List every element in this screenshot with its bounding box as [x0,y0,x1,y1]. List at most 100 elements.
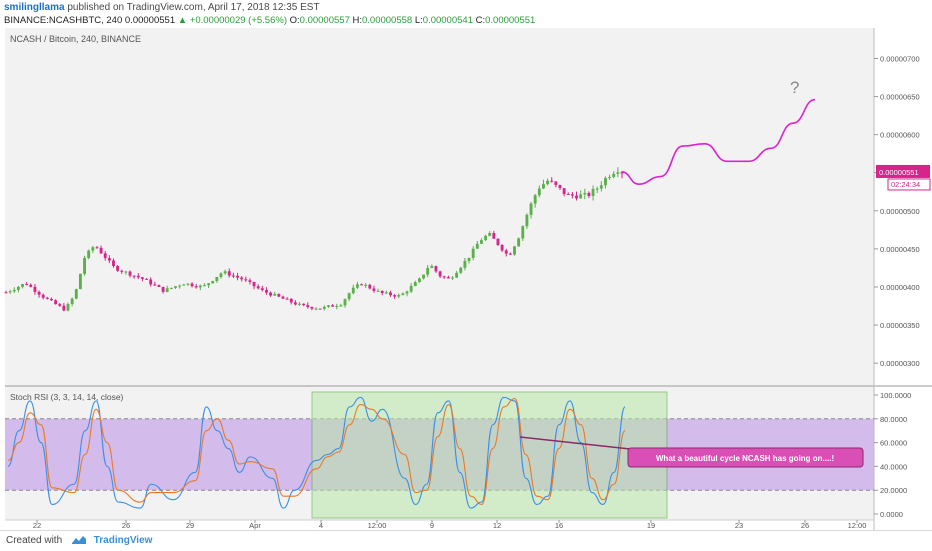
candle-body [479,240,483,244]
candle-body [244,279,248,281]
candle-body [178,285,182,287]
price-tick-label: 0.00000650 [880,93,920,102]
candle-body [45,297,49,299]
question-mark-annotation: ? [790,78,799,97]
candle-body [591,188,595,197]
stoch-tick-label: 80.0000 [880,415,907,424]
candle-body [570,194,574,196]
candle-body [165,288,169,292]
date-tick-label: 26 [122,521,130,530]
candle-body [306,305,310,308]
price-tick-label: 0.00000500 [880,207,920,216]
candle-body [285,298,289,300]
price-tick-label: 0.00000350 [880,321,920,330]
candle-body [289,298,293,303]
candle-body [401,293,405,296]
candle-body [136,275,140,278]
price-tick-label: 0.00000700 [880,54,920,63]
candle-body [252,281,256,287]
candle-body [517,238,521,247]
candle-body [542,184,545,189]
stoch-tick-label: 0.0000 [880,510,903,519]
candle-body [91,247,95,251]
date-tick-label: 4 [319,521,323,530]
candle-body [207,283,211,286]
candle-body [599,185,603,189]
candle-body [339,305,343,307]
candle-body [434,266,438,272]
stoch-tick-label: 60.0000 [880,439,907,448]
candle-body [508,253,512,255]
candle-body [211,280,215,284]
date-tick-label: 12:00 [848,521,867,530]
date-tick-label: 29 [186,521,194,530]
candle-body [132,275,136,277]
candle-body [343,299,347,306]
candle-body [562,188,566,194]
candle-body [587,192,591,197]
candle-body [293,302,297,305]
candle-body [575,195,578,199]
candle-body [120,270,124,272]
candle-body [616,172,620,174]
candle-body [579,194,583,199]
candle-body [298,303,301,305]
callout-text: What a beautiful cycle NCASH has going o… [656,454,834,463]
candle-body [463,260,467,268]
candle-body [471,248,475,258]
candle-body [438,271,442,277]
tradingview-brand[interactable]: TradingView [93,535,153,546]
candle-body [500,244,504,251]
callout-pointer [519,436,631,450]
candle-body [62,305,66,311]
candle-body [37,291,41,295]
candle-body [25,284,29,286]
candle-body [281,296,285,299]
candle-body [417,278,421,283]
candle-body [492,233,496,239]
price-tick-label: 0.00000600 [880,131,920,140]
candle-body [87,250,91,258]
projection-curve [621,98,816,185]
candle-body [318,308,322,310]
candle-body [504,250,508,254]
stoch-tick-label: 100.0000 [880,391,911,400]
ohlc-line: BINANCE:NCASHBTC, 240 0.00000551 ▲ +0.00… [4,15,535,26]
candle-body [525,214,529,227]
candle-body [41,294,45,298]
low-label: L: [414,15,423,26]
candle-body [393,295,397,297]
publish-line: smilingllama published on TradingView.co… [4,2,320,13]
candle-body [256,286,260,289]
candle-body [351,287,355,294]
candle-body [203,285,206,287]
footer: Created with TradingView [0,530,932,551]
candle-body [409,285,413,292]
price-pane-bg [5,28,874,386]
candle-body [513,246,516,255]
candle-body [347,293,351,300]
candle-body [58,304,62,306]
candle-body [124,271,128,273]
low-value: 0.00000541 [422,15,473,26]
candle-body [446,277,450,279]
candle-body [149,279,153,285]
candle-body [384,292,388,294]
candle-body [240,277,244,280]
candle-body [277,293,281,297]
change-text: ▲ +0.00000029 (+5.56%) [177,15,287,26]
high-value: 0.00000558 [362,15,413,26]
candle-body [157,285,161,287]
candle-body [112,260,115,267]
stoch-title: Stoch RSI (3, 3, 14, 14, close) [10,392,124,402]
high-label: H: [352,15,363,26]
candle-body [182,284,186,286]
candle-body [103,253,107,259]
candle-body [355,284,359,288]
candle-body [190,283,194,287]
candle-body [554,181,558,186]
chart-area[interactable]: 0.00000300 0.00000350 0.00000400 0.00000450… [0,28,932,530]
author-link[interactable]: smilingllama [4,2,65,13]
date-tick-label: 9 [430,521,434,530]
candle-body [50,298,53,301]
